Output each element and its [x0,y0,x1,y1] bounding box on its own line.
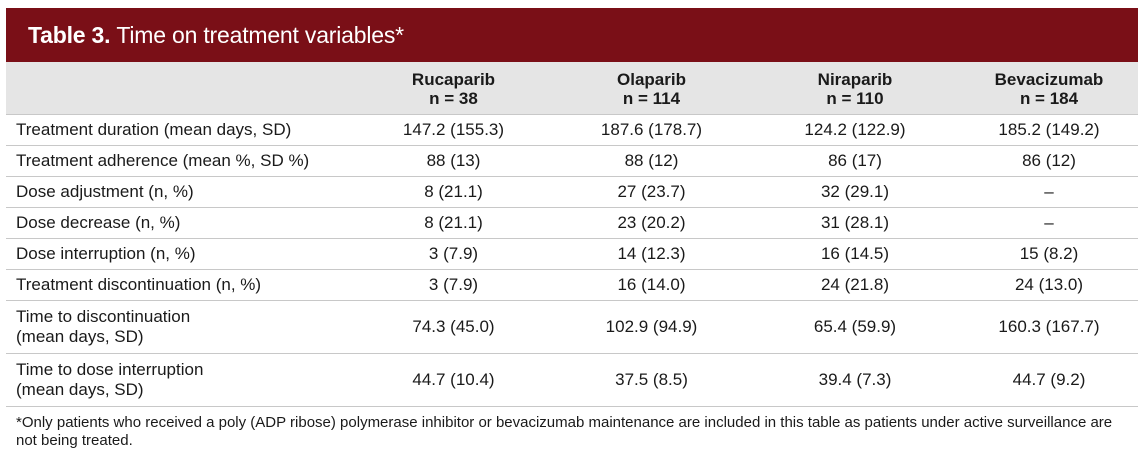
column-header-bevacizumab: Bevacizumab n = 184 [960,62,1138,114]
table-cell: 44.7 (10.4) [354,353,553,407]
table-cell: 31 (28.1) [750,207,960,239]
table-cell: 3 (7.9) [354,238,553,270]
column-name: Rucaparib [411,69,496,89]
table-footnote: *Only patients who received a poly (ADP … [16,413,1113,449]
row-label: Treatment adherence (mean %, SD %) [6,145,354,177]
table-title-bar: Table 3. Time on treatment variables* [6,8,1138,62]
table-row: Dose interruption (n, %) 3 (7.9) 14 (12.… [6,238,1138,270]
table-cell: 86 (17) [750,145,960,177]
table-cell: 23 (20.2) [553,207,750,239]
row-label: Dose interruption (n, %) [6,238,354,270]
row-label-line: (mean days, SD) [16,326,144,346]
table-title: Time on treatment variables* [116,21,404,48]
table-cell: 86 (12) [960,145,1138,177]
column-header-olaparib: Olaparib n = 114 [553,62,750,114]
row-label: Time to dose interruption (mean days, SD… [6,353,354,407]
table-cell: 187.6 (178.7) [553,113,750,146]
column-header-empty [6,62,354,114]
table-cell: 65.4 (59.9) [750,300,960,354]
table-cell: 3 (7.9) [354,269,553,301]
table-cell: 15 (8.2) [960,238,1138,270]
table-row: Time to discontinuation (mean days, SD) … [6,300,1138,354]
table-cell: 32 (29.1) [750,176,960,208]
column-header-niraparib: Niraparib n = 110 [750,62,960,114]
table-cell: 74.3 (45.0) [354,300,553,354]
column-name: Niraparib [817,69,893,89]
table-cell: 16 (14.0) [553,269,750,301]
table-cell: 37.5 (8.5) [553,353,750,407]
column-n: n = 114 [622,88,681,108]
table-cell: 24 (21.8) [750,269,960,301]
table-cell: – [960,176,1138,208]
table-cell: 8 (21.1) [354,176,553,208]
table-container: Table 3. Time on treatment variables* Ru… [6,8,1138,450]
time-on-treatment-table: Rucaparib n = 38 Olaparib n = 114 Nirapa… [6,62,1138,407]
table-cell: 39.4 (7.3) [750,353,960,407]
row-label-line: (mean days, SD) [16,379,144,399]
table-cell: 16 (14.5) [750,238,960,270]
table-cell: 27 (23.7) [553,176,750,208]
row-label-line: Time to dose interruption [16,359,204,379]
column-n: n = 110 [826,88,884,108]
table-row: Treatment adherence (mean %, SD %) 88 (1… [6,145,1138,177]
column-n: n = 38 [429,88,478,108]
column-name: Olaparib [617,69,686,89]
row-label: Dose adjustment (n, %) [6,176,354,208]
table-cell: 160.3 (167.7) [960,300,1138,354]
table-row: Dose decrease (n, %) 8 (21.1) 23 (20.2) … [6,207,1138,239]
column-n: n = 184 [1019,88,1079,108]
table-cell: – [960,207,1138,239]
table-cell: 14 (12.3) [553,238,750,270]
table-row: Treatment discontinuation (n, %) 3 (7.9)… [6,269,1138,301]
table-cell: 24 (13.0) [960,269,1138,301]
table-row: Time to dose interruption (mean days, SD… [6,353,1138,407]
table-row: Dose adjustment (n, %) 8 (21.1) 27 (23.7… [6,176,1138,208]
column-name: Bevacizumab [994,69,1104,89]
row-label: Treatment discontinuation (n, %) [6,269,354,301]
table-cell: 185.2 (149.2) [960,113,1138,146]
table-cell: 88 (12) [553,145,750,177]
table-cell: 8 (21.1) [354,207,553,239]
row-label: Time to discontinuation (mean days, SD) [6,300,354,354]
row-label: Treatment duration (mean days, SD) [6,113,354,146]
table-cell: 44.7 (9.2) [960,353,1138,407]
table-number: Table 3. [28,21,111,48]
table-cell: 102.9 (94.9) [553,300,750,354]
row-label-line: Time to discontinuation [16,306,191,326]
table-cell: 88 (13) [354,145,553,177]
table-cell: 124.2 (122.9) [750,113,960,146]
table-cell: 147.2 (155.3) [354,113,553,146]
column-header-row: Rucaparib n = 38 Olaparib n = 114 Nirapa… [6,62,1138,114]
table-row: Treatment duration (mean days, SD) 147.2… [6,113,1138,146]
row-label: Dose decrease (n, %) [6,207,354,239]
column-header-rucaparib: Rucaparib n = 38 [354,62,553,114]
